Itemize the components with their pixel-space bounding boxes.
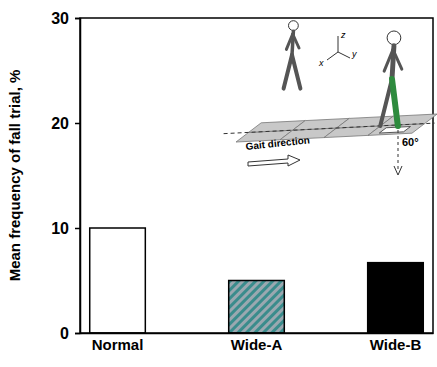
y-tick-label: 20: [51, 115, 69, 132]
y-tick-mark: [75, 228, 80, 230]
annotation: 60°: [402, 136, 419, 148]
floor-tile: [293, 118, 350, 130]
y-tick-label: 30: [51, 10, 69, 27]
y-tick: 0: [60, 325, 80, 342]
head: [387, 31, 401, 45]
x-tick-label: Normal: [92, 336, 144, 353]
x-axis: Normal Wide-A Wide-B: [81, 333, 434, 353]
y-axis: 0 10 20 30: [51, 10, 80, 342]
coord-axis: [338, 36, 339, 52]
x-tick-label: Wide-A: [231, 336, 283, 353]
arm: [293, 34, 299, 48]
y-axis-line: [75, 19, 81, 334]
bar: [229, 281, 285, 334]
y-tick-label: 0: [60, 325, 69, 342]
coord-axis: [338, 52, 350, 58]
y-tick: 20: [51, 115, 80, 132]
y-tick-mark: [75, 123, 80, 125]
green-leg: [392, 79, 398, 126]
dashed-line: [224, 123, 435, 134]
walker: [380, 31, 402, 126]
annotation: x: [318, 58, 324, 68]
annotation: Gait direction: [245, 134, 310, 152]
arm: [286, 34, 292, 49]
arm: [393, 50, 402, 70]
bar: [90, 228, 146, 333]
y-tick-label: 10: [51, 220, 69, 237]
bars: [90, 228, 424, 333]
x-tick-label: Wide-B: [370, 336, 422, 353]
inset-illustration: [224, 21, 437, 175]
x-tick: Wide-B: [370, 333, 422, 353]
bar: [368, 263, 424, 333]
x-tick: Wide-A: [231, 333, 283, 353]
annotation: y: [351, 49, 357, 59]
chart: 0 10 20 30 Normal Wide-A Wide-B Mean frequency …: [0, 0, 437, 367]
annotation: z: [340, 30, 346, 40]
arm: [384, 50, 393, 72]
plot-frame: [80, 18, 433, 333]
leg: [292, 55, 300, 89]
y-axis-title: Mean frequency of fall trial, %: [6, 70, 23, 282]
target-tile: [379, 127, 410, 133]
y-tick-mark: [75, 18, 80, 20]
gait-arrow: [248, 155, 300, 166]
head: [289, 21, 299, 31]
coord-axis: [327, 52, 338, 60]
floor-tile: [249, 121, 306, 133]
y-tick-mark: [75, 333, 80, 335]
x-tick: Normal: [92, 333, 144, 353]
x-axis-line: [81, 333, 434, 335]
y-tick: 10: [51, 220, 80, 237]
leg: [284, 55, 292, 89]
drop-arrowhead: [394, 166, 402, 175]
y-tick: 30: [51, 10, 80, 27]
walker: [284, 21, 301, 89]
